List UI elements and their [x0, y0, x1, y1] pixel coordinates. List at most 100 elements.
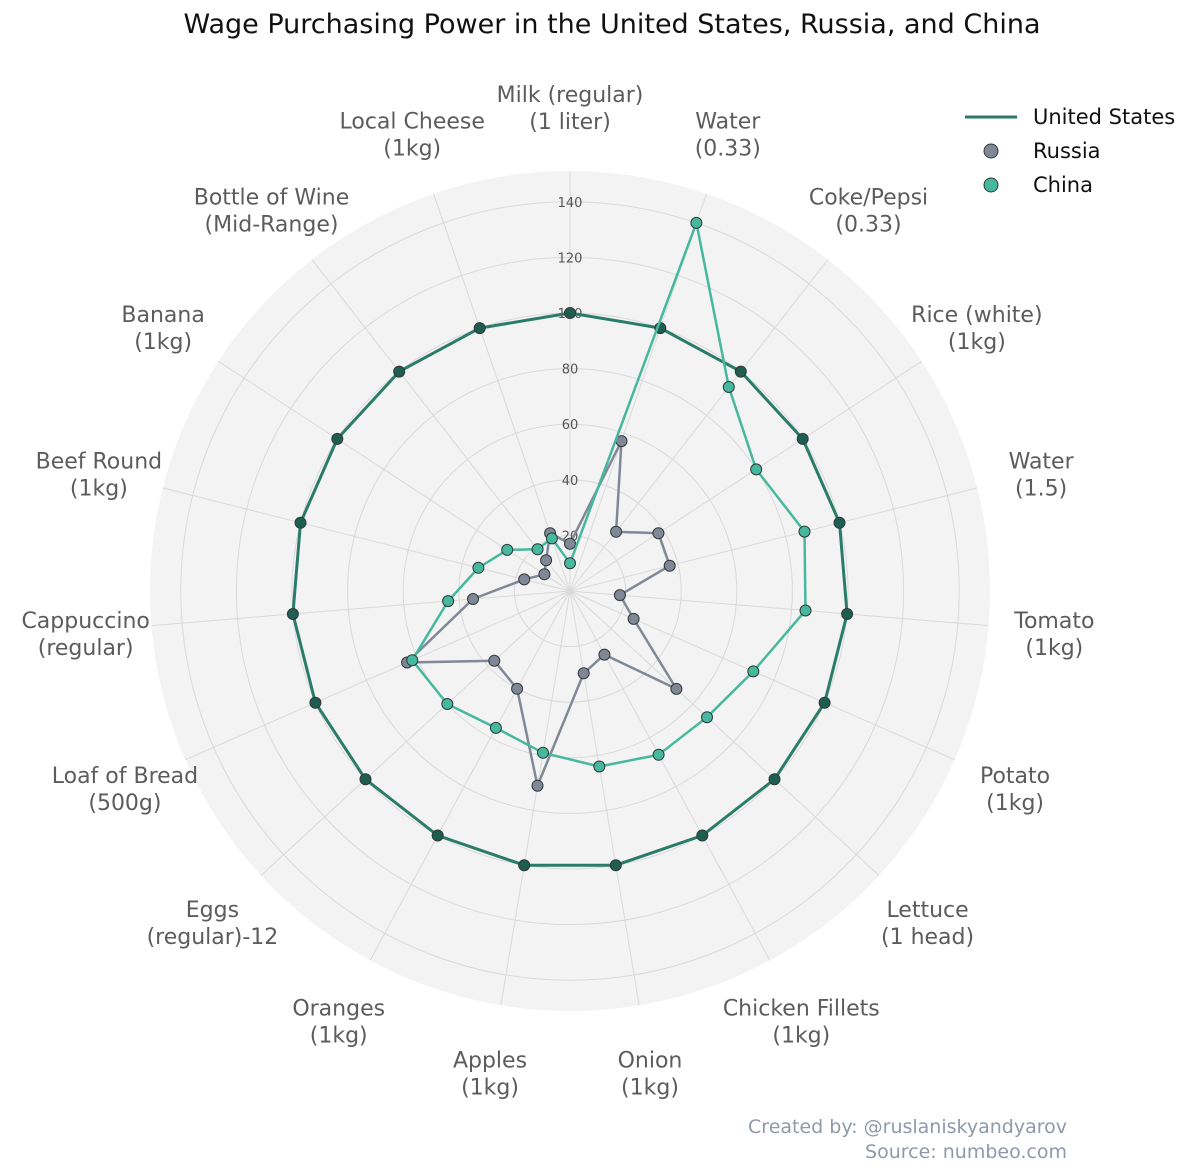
- data-point-china-3: [722, 381, 735, 393]
- legend-swatch-russia: [983, 143, 999, 159]
- grid-spoke-11: [500, 590, 571, 1006]
- category-label-line: Eggs: [186, 898, 239, 923]
- category-label-line: (1kg): [772, 1023, 830, 1048]
- category-label-line: Cappuccino: [21, 609, 149, 634]
- data-point-united-states-1: [564, 307, 576, 319]
- data-point-united-states-5: [833, 516, 846, 529]
- grid-spoke-15: [151, 590, 571, 627]
- category-label-line: Banana: [121, 303, 204, 328]
- data-point-united-states-16: [294, 516, 307, 529]
- series-line-united-states: [291, 311, 849, 867]
- data-point-china-5: [798, 525, 811, 538]
- data-point-united-states-15: [286, 608, 299, 620]
- data-point-united-states-4: [796, 432, 809, 445]
- data-point-russia-3: [610, 525, 623, 538]
- category-label-7: Potato (1kg): [980, 764, 1050, 816]
- data-point-united-states-11: [518, 859, 531, 872]
- category-label-4: Rice (white) (1kg): [911, 303, 1042, 355]
- credit-line-1: Created by: @ruslaniskyandyarov: [748, 1116, 1067, 1138]
- category-label-line: Local Cheese: [340, 109, 485, 134]
- data-point-russia-7: [627, 612, 640, 625]
- data-point-russia-4: [652, 527, 665, 540]
- category-label-6: Tomato (1kg): [1013, 609, 1094, 661]
- category-label-line: (1kg): [1025, 636, 1083, 661]
- category-label-line: (1.5): [1015, 477, 1067, 502]
- category-label-line: Chicken Fillets: [723, 996, 880, 1021]
- category-label-1: Milk (regular) (1 liter): [497, 83, 644, 135]
- category-label-13: Eggs (regular)-12: [147, 898, 279, 950]
- category-label-line: (1kg): [383, 136, 441, 161]
- data-point-united-states-14: [309, 696, 322, 709]
- data-point-china-16: [472, 561, 485, 574]
- category-label-18: Bottle of Wine (Mid-Range): [194, 185, 350, 237]
- category-label-line: (Mid-Range): [205, 212, 339, 237]
- data-point-united-states-19: [473, 322, 486, 335]
- data-point-china-7: [747, 665, 760, 678]
- category-label-line: Water: [1009, 450, 1075, 475]
- category-label-line: Coke/Pepsi: [809, 185, 928, 210]
- data-point-united-states-17: [331, 432, 344, 445]
- data-point-united-states-12: [431, 829, 444, 842]
- legend-swatch-china: [983, 177, 999, 193]
- category-label-3: Coke/Pepsi (0.33): [809, 185, 928, 237]
- series-russia: [401, 435, 683, 792]
- data-point-china-12: [489, 721, 502, 734]
- category-label-line: (1 head): [881, 925, 974, 950]
- category-label-line: Tomato: [1013, 609, 1094, 634]
- category-label-line: Water: [695, 109, 761, 134]
- category-label-line: Rice (white): [911, 303, 1042, 328]
- legend-label-china: China: [1033, 173, 1093, 197]
- radial-tick-label: 120: [558, 251, 583, 266]
- data-point-china-17: [501, 543, 514, 556]
- credit-line-2: Source: numbeo.com: [865, 1141, 1067, 1163]
- legend-label-russia: Russia: [1033, 139, 1101, 163]
- data-point-china-11: [537, 746, 549, 759]
- data-point-china-8: [701, 711, 713, 724]
- data-point-united-states-9: [696, 829, 709, 842]
- category-label-line: Loaf of Bread: [52, 764, 198, 789]
- grid-spoke-13: [260, 590, 571, 876]
- data-point-russia-15: [467, 593, 479, 605]
- category-label-8: Lettuce (1 head): [881, 898, 974, 950]
- category-label-line: (regular)-12: [147, 925, 279, 950]
- category-label-line: Potato: [980, 764, 1050, 789]
- data-point-russia-10: [577, 667, 590, 680]
- category-label-9: Chicken Fillets (1kg): [723, 996, 880, 1048]
- data-point-china-18: [531, 543, 544, 556]
- data-point-united-states-18: [393, 365, 406, 378]
- polar-grid: [151, 171, 989, 1006]
- category-label-line: Apples: [453, 1048, 527, 1073]
- category-label-5: Water (1.5): [1009, 450, 1075, 502]
- category-label-line: Milk (regular): [497, 83, 644, 108]
- grid-spoke-6: [569, 590, 989, 627]
- data-point-russia-17: [538, 568, 551, 581]
- category-label-line: (500g): [88, 791, 161, 816]
- category-label-line: (1kg): [986, 791, 1044, 816]
- data-point-russia-6: [613, 589, 626, 602]
- category-label-line: Bottle of Wine: [194, 185, 350, 210]
- radial-tick-label: 140: [558, 196, 583, 211]
- radial-tick-label: 40: [562, 474, 579, 489]
- category-label-14: Loaf of Bread (500g): [52, 764, 198, 816]
- radial-tick-label: 80: [562, 363, 579, 378]
- data-point-united-states-13: [359, 773, 372, 786]
- data-point-russia-18: [540, 554, 553, 567]
- category-label-line: (0.33): [835, 212, 901, 237]
- category-label-line: Beef Round: [36, 450, 163, 475]
- data-point-china-4: [750, 463, 763, 476]
- category-label-line: (1kg): [310, 1023, 368, 1048]
- category-label-17: Banana (1kg): [121, 303, 204, 355]
- grid-spoke-19: [433, 193, 571, 592]
- data-point-united-states-7: [818, 696, 831, 709]
- legend: United States Russia China: [965, 105, 1175, 197]
- data-point-china-15: [442, 595, 455, 608]
- data-point-china-14: [406, 654, 419, 667]
- series-china: [406, 216, 812, 773]
- category-label-15: Cappuccino (regular): [21, 609, 149, 661]
- category-label-12: Oranges (1kg): [292, 996, 385, 1048]
- data-point-china-13: [441, 698, 454, 710]
- category-label-2: Water (0.33): [695, 109, 762, 161]
- category-label-line: (regular): [38, 636, 134, 661]
- grid-spoke-18: [311, 259, 571, 592]
- category-label-16: Beef Round (1kg): [36, 450, 163, 502]
